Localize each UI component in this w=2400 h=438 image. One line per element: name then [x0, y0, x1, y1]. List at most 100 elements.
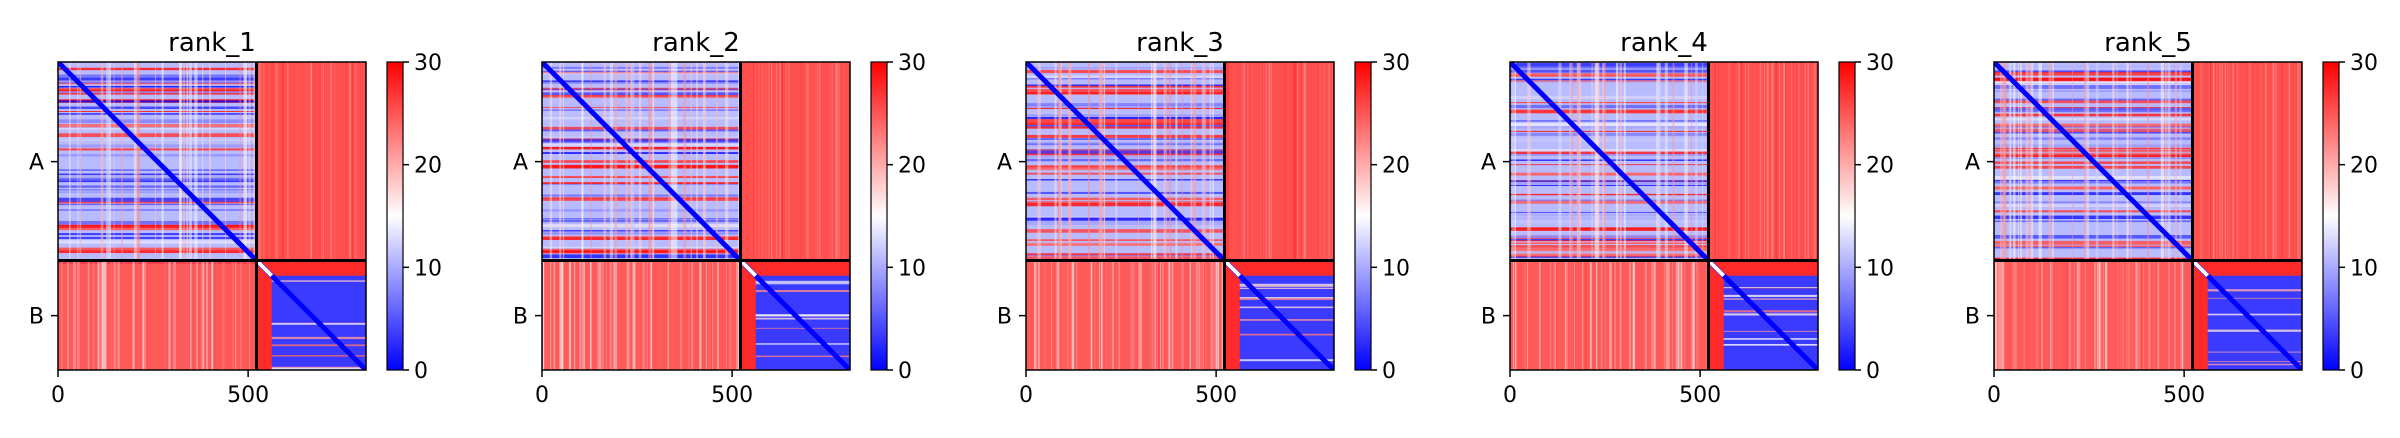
ba-stripe [2010, 260, 2013, 370]
ab-stripe [2226, 62, 2227, 261]
colorbar-tick-label: 0 [898, 359, 912, 384]
ba-stripe [97, 260, 100, 370]
aa-stripe [631, 62, 635, 261]
aa-stripe [133, 62, 138, 261]
aa-band [58, 199, 257, 202]
aa-band [1026, 242, 1225, 246]
ba-stripe [1200, 260, 1202, 370]
aa-band [1026, 221, 1225, 225]
ab-stripe [1785, 62, 1787, 261]
aa-band [58, 88, 257, 92]
panel-5: rank_5 0 500 A B 0 10 20 30 [1965, 28, 2378, 408]
bb-band [271, 355, 366, 357]
ba-stripe [2119, 260, 2122, 370]
aa-band [1994, 195, 2193, 197]
ba-stripe [132, 260, 134, 370]
ab-stripe [2281, 62, 2283, 261]
ba-stripe [123, 260, 125, 370]
aa-diagonal [1994, 62, 2195, 263]
ba-stripe [1099, 260, 1101, 370]
bb-band [1723, 310, 1818, 313]
aa-band [1510, 151, 1709, 155]
aa-band [1510, 240, 1709, 242]
aa-band [1510, 219, 1709, 223]
ba-stripe [1131, 260, 1134, 370]
bb-band [2207, 297, 2302, 299]
ba-stripe [2139, 260, 2143, 370]
aa-band [1026, 256, 1225, 260]
aa-band [1510, 63, 1709, 67]
ba-stripe [1036, 260, 1037, 370]
panel-4: rank_4 0 500 A B 0 10 20 30 [1481, 28, 1894, 408]
ab-stripe [1803, 62, 1805, 261]
aa-band [58, 148, 257, 150]
ab-stripe [2248, 62, 2250, 261]
aa-stripe [1054, 62, 1057, 261]
block-ba [1994, 260, 2193, 370]
ab-stripe [1265, 62, 1267, 261]
bb-band [1239, 359, 1334, 362]
aa-band [1026, 69, 1225, 74]
aa-band [58, 236, 257, 240]
aa-stripe [253, 62, 256, 261]
aa-stripe [1558, 62, 1562, 261]
aa-band [58, 173, 257, 176]
bb-band [1723, 287, 1818, 288]
ba-stripe [1552, 260, 1554, 370]
colorbar-tick-label: 10 [1382, 256, 1410, 281]
aa-stripe [738, 62, 740, 261]
ba-stripe [2084, 260, 2086, 370]
aa-band [1994, 154, 2193, 158]
ba-stripe [231, 260, 233, 370]
x-tick-label: 0 [1987, 383, 2001, 408]
ab-stripe [1231, 62, 1233, 261]
aa-band [58, 77, 257, 81]
aa-band [1994, 179, 2193, 184]
ba-stripe [1051, 260, 1052, 370]
aa-band [1026, 172, 1225, 175]
ab-stripe [306, 62, 308, 261]
ba-stripe [1112, 260, 1114, 370]
aa-band [1994, 107, 2193, 109]
aa-stripe [108, 62, 112, 261]
ab-stripe [2235, 62, 2238, 261]
ba-stripe [682, 260, 683, 370]
ba-stripe [2181, 260, 2183, 370]
aa-band [1510, 154, 1709, 156]
ab-stripe [785, 62, 787, 261]
ba-stripe [1171, 260, 1174, 370]
ab-stripe [1227, 62, 1230, 261]
ba-stripe [1221, 260, 1223, 370]
aa-band [58, 197, 257, 200]
bb-diagonal-tip [1223, 259, 1242, 278]
aa-band [1510, 253, 1709, 256]
aa-band [58, 169, 257, 171]
bb-band [271, 280, 366, 282]
ba-stripe [1205, 260, 1207, 370]
ba-stripe [74, 260, 76, 370]
ba-stripe [2098, 260, 2099, 370]
ba-stripe [637, 260, 640, 370]
ba-stripe [78, 260, 79, 370]
ba-stripe [599, 260, 602, 370]
aa-band [58, 133, 257, 138]
aa-stripe [668, 62, 671, 261]
ab-stripe [1266, 62, 1269, 261]
ba-stripe [2020, 260, 2022, 370]
aa-band [1994, 257, 2193, 260]
ba-stripe [727, 260, 730, 370]
ba-stripe [553, 260, 556, 370]
aa-band [1026, 142, 1225, 145]
ab-stripe [1794, 62, 1797, 261]
aa-band [1510, 247, 1709, 251]
ab-stripe [786, 62, 788, 261]
ba-stripe [166, 260, 168, 370]
aa-band [58, 100, 257, 103]
aa-stripe [1685, 62, 1688, 261]
colorbar-tick-label: 10 [898, 256, 926, 281]
aa-stripe [2003, 62, 2007, 261]
ab-stripe [830, 62, 831, 261]
ba-stripe [100, 260, 102, 370]
ab-stripe [1323, 62, 1326, 261]
